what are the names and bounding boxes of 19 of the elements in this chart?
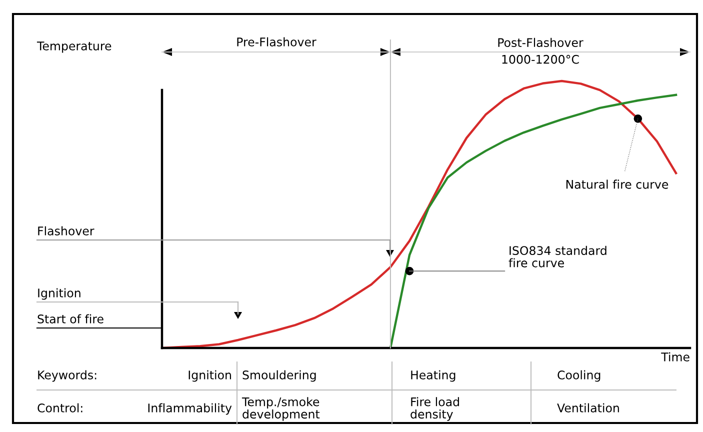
text: Temperature <box>36 42 112 53</box>
text: Ignition <box>188 370 231 382</box>
text: Heating <box>411 370 456 382</box>
text: Ignition <box>38 288 80 300</box>
text: Start of fire <box>38 314 104 324</box>
text: Inflammability <box>148 403 232 415</box>
text: Temp./smoke development <box>242 397 320 421</box>
x-axis-title: Time <box>661 352 690 362</box>
text: Cooling <box>558 370 600 382</box>
text: Post-Flashover 1000-1200°C <box>498 38 584 64</box>
text: Keywords: <box>38 370 96 382</box>
text: Pre-Flashover <box>237 37 316 46</box>
text: Flashover <box>38 226 94 236</box>
annotation: Natural fire curve <box>566 180 668 189</box>
annotation: ISO834 standard fire curve <box>508 246 606 268</box>
text: Control: <box>38 403 82 412</box>
text: Ventilation <box>557 403 619 412</box>
text: Smouldering <box>242 370 316 382</box>
text: Fire load density <box>410 397 459 421</box>
